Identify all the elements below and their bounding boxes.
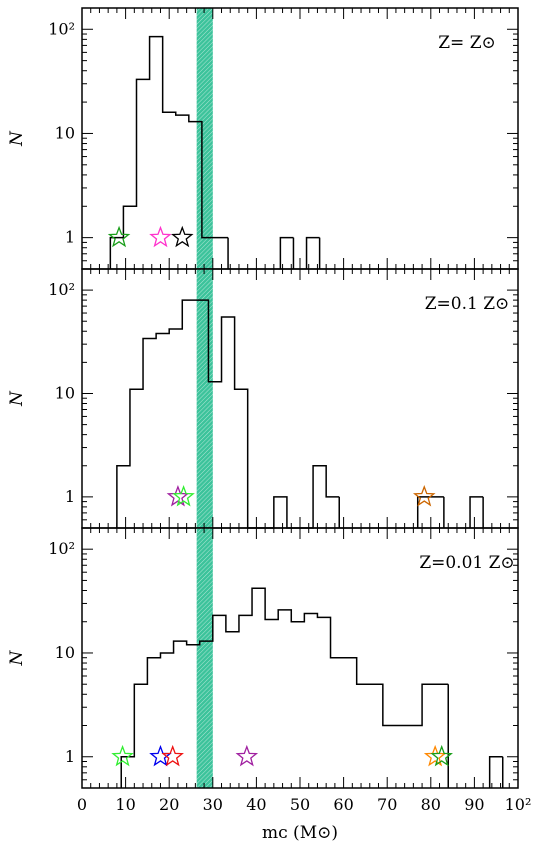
x-tick-label: 0	[77, 795, 87, 814]
star-marker	[111, 744, 134, 767]
y-tick-label: 1	[65, 487, 75, 506]
star-marker	[430, 744, 453, 767]
star-marker	[412, 485, 436, 507]
x-axis-label: mᴄ (M⊙)	[262, 823, 338, 843]
star-marker	[172, 485, 195, 507]
mass-band	[196, 8, 213, 269]
x-tick-label: 30	[203, 795, 223, 814]
metallicity-label: Z=0.01 Z⊙	[419, 553, 514, 573]
y-tick-label: 1	[65, 747, 75, 766]
star-marker	[423, 744, 447, 767]
y-tick-label: 10²	[48, 539, 75, 558]
panel-2: 1 10 10² N Z=0.1 Z⊙	[7, 268, 519, 529]
y-tick-label: 10	[55, 383, 75, 402]
y-axis-label: N	[7, 390, 27, 407]
star-marker	[161, 744, 184, 767]
x-tick-label: 90	[464, 795, 484, 814]
panel-3: 1 10 10² N Z=0.01 Z⊙ 0 10 20 30 40 50 60 70 80 90 10² mᴄ…	[7, 527, 532, 843]
mass-band	[196, 528, 213, 788]
y-axis-label: N	[7, 130, 27, 147]
x-tick-label: 10²	[505, 795, 532, 814]
panel-1: 1 10 10² N Z= Z⊙	[7, 7, 519, 270]
star-marker	[235, 744, 259, 767]
y-axis-label: N	[7, 649, 27, 666]
star-marker	[107, 225, 131, 248]
y-tick-label: 10	[55, 123, 75, 142]
histogram-line	[109, 35, 321, 269]
y-tick-label: 1	[65, 228, 75, 247]
x-tick-label: 20	[159, 795, 179, 814]
star-marker	[149, 225, 172, 248]
mass-band	[196, 269, 213, 528]
x-tick-label: 80	[421, 795, 441, 814]
y-tick-label: 10²	[48, 280, 75, 299]
metallicity-label: Z=0.1 Z⊙	[425, 294, 510, 314]
x-tick-label: 10	[115, 795, 135, 814]
x-tick-label: 40	[246, 795, 266, 814]
star-marker	[171, 225, 194, 248]
x-tick-label: 60	[333, 795, 353, 814]
x-tick-label: 70	[377, 795, 397, 814]
x-tick-label: 50	[290, 795, 310, 814]
star-marker	[166, 485, 190, 507]
metallicity-label: Z= Z⊙	[438, 33, 496, 53]
y-tick-label: 10	[55, 643, 75, 662]
histogram-line	[120, 587, 504, 788]
y-tick-label: 10²	[48, 19, 75, 38]
